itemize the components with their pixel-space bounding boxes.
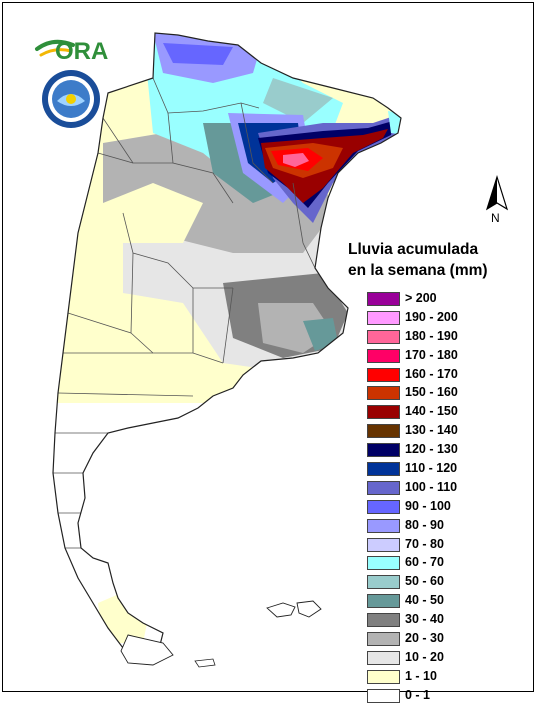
legend-label: 150 - 160 — [405, 385, 458, 400]
legend-swatch — [367, 556, 400, 571]
legend-label: 120 - 130 — [405, 442, 458, 457]
legend-swatch — [367, 292, 400, 306]
legend-label: 20 - 30 — [405, 631, 444, 646]
legend-label: 130 - 140 — [405, 423, 458, 438]
legend-swatch — [367, 669, 400, 684]
legend-label: 70 - 80 — [405, 536, 444, 551]
legend-label: 60 - 70 — [405, 555, 444, 570]
legend-label: 80 - 90 — [405, 517, 444, 532]
legend-swatch — [367, 480, 400, 495]
legend-swatch — [367, 537, 400, 552]
ora-logo: ORA — [33, 31, 113, 70]
province-boundaries — [53, 77, 316, 549]
legend-label: 10 - 20 — [405, 649, 444, 664]
north-label: N — [491, 211, 500, 225]
legend-label: 30 - 40 — [405, 612, 444, 627]
legend-swatch — [367, 443, 400, 458]
tierra-del-fuego — [120, 634, 174, 666]
legend-label: 50 - 60 — [405, 574, 444, 589]
legend-swatch — [367, 405, 400, 420]
legend-swatch — [367, 518, 400, 533]
legend-title-line2: en la semana (mm) — [348, 262, 488, 279]
legend-swatch — [367, 650, 400, 665]
legend-swatch — [367, 575, 400, 590]
legend-swatch — [367, 348, 400, 363]
smn-seal-logo — [41, 69, 101, 134]
legend-swatch — [367, 329, 400, 344]
legend-label: 190 - 200 — [405, 309, 458, 324]
legend-swatch — [367, 613, 400, 628]
legend-label: 1 - 10 — [405, 668, 437, 683]
legend-swatch — [367, 386, 400, 401]
rainfall-map — [52, 32, 402, 668]
legend-swatch — [367, 462, 400, 477]
north-arrow: N — [483, 174, 513, 230]
legend-label: 140 - 150 — [405, 404, 458, 419]
legend-label: 40 - 50 — [405, 593, 444, 608]
legend-label: > 200 — [405, 291, 437, 305]
legend-label: 0 - 1 — [405, 687, 431, 702]
country-border — [52, 32, 402, 654]
legend-swatch — [367, 424, 400, 439]
legend-label: 100 - 110 — [405, 479, 458, 494]
ora-logo-text: ORA — [55, 38, 108, 65]
legend-title: Lluvia acumulada en la semana (mm) — [348, 239, 488, 281]
legend-swatch — [367, 594, 400, 609]
legend-swatch — [367, 499, 400, 514]
legend-swatch — [367, 632, 400, 647]
legend-swatch — [367, 367, 400, 382]
legend-title-line1: Lluvia acumulada — [348, 241, 479, 258]
legend-label: 90 - 100 — [405, 498, 451, 513]
isla-de-los-estados — [194, 658, 216, 668]
legend-label: 180 - 190 — [405, 328, 458, 343]
malvinas-islands — [266, 600, 322, 618]
legend-label: 110 - 120 — [405, 461, 458, 476]
legend-swatch — [367, 310, 400, 325]
legend-label: 160 - 170 — [405, 366, 458, 381]
legend-label: 170 - 180 — [405, 347, 458, 362]
